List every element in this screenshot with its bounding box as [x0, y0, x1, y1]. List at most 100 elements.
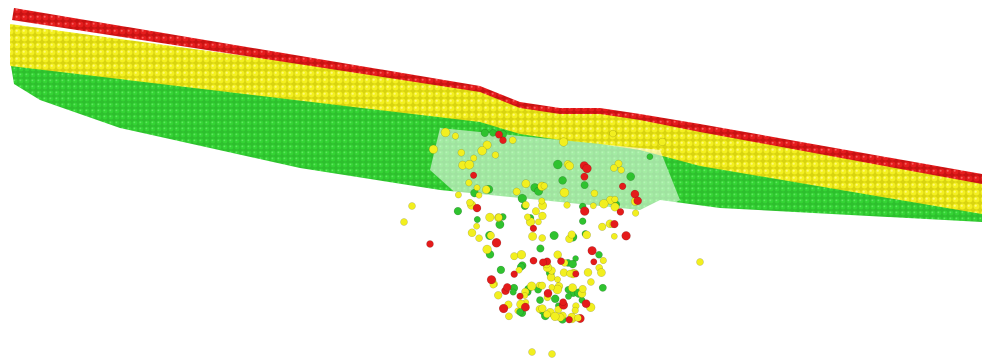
yellow-particle [482, 140, 492, 150]
red-particle [499, 136, 507, 145]
yellow-particle [451, 132, 459, 140]
yellow-particle [515, 266, 523, 274]
stray-particle [528, 348, 536, 356]
green-particle [536, 296, 544, 304]
yellow-particle [482, 185, 491, 194]
yellow-particle [521, 201, 530, 209]
red-particle [529, 224, 538, 233]
yellow-particle [559, 187, 570, 198]
yellow-particle [486, 231, 495, 240]
green-particle [598, 283, 607, 292]
red-particle [581, 299, 591, 309]
red-particle [580, 172, 589, 181]
yellow-particle [482, 244, 492, 255]
yellow-particle [524, 213, 531, 221]
red-particle [610, 219, 619, 229]
yellow-particle [550, 311, 560, 321]
red-particle [590, 258, 598, 266]
yellow-particle [610, 202, 620, 212]
stray-particle [696, 258, 704, 266]
red-particle [621, 231, 631, 241]
yellow-particle [475, 191, 483, 199]
red-particle [516, 292, 524, 300]
green-particle [626, 172, 636, 181]
green-particle [480, 128, 489, 138]
yellow-particle [658, 137, 667, 146]
red-particle [520, 302, 530, 312]
yellow-particle [538, 281, 547, 290]
yellow-particle [473, 184, 481, 192]
yellow-particle [457, 148, 466, 157]
yellow-particle [516, 250, 527, 260]
green-particle [517, 193, 527, 204]
yellow-particle [428, 144, 438, 154]
yellow-particle [526, 281, 537, 291]
green-particle [579, 217, 587, 225]
red-particle [472, 203, 482, 213]
yellow-particle [614, 159, 623, 168]
green-particle [568, 259, 577, 269]
yellow-particle [508, 136, 517, 144]
red-particle [510, 270, 518, 278]
green-particle [646, 153, 654, 161]
yellow-particle [567, 230, 576, 239]
yellow-particle [540, 182, 548, 190]
yellow-particle [494, 213, 503, 222]
yellow-particle [582, 230, 591, 240]
yellow-particle [598, 222, 607, 231]
red-particle [572, 270, 580, 278]
red-particle [491, 238, 502, 248]
green-particle [509, 288, 517, 296]
yellow-particle [597, 268, 606, 277]
yellow-particle [440, 127, 451, 138]
yellow-particle [475, 234, 483, 242]
red-particle [580, 206, 590, 216]
yellow-particle [473, 222, 480, 230]
yellow-particle [578, 284, 587, 293]
red-particle [539, 258, 547, 267]
yellow-particle [466, 198, 474, 207]
red-particle [559, 298, 567, 306]
green-particle [549, 230, 559, 241]
red-particle [498, 303, 509, 314]
yellow-particle [590, 189, 599, 198]
red-particle [470, 171, 478, 179]
yellow-particle [477, 146, 487, 156]
red-particle [633, 196, 642, 206]
stray-particle [574, 314, 582, 322]
yellow-layer-body [10, 24, 982, 214]
red-particle [557, 257, 565, 266]
green-particle [595, 251, 603, 259]
yellow-particle [521, 179, 531, 189]
yellow-particle [465, 179, 473, 187]
yellow-particle [538, 211, 547, 221]
green-particle [550, 294, 560, 304]
yellow-particle [538, 304, 547, 313]
red-particle [529, 256, 538, 265]
yellow-particle [617, 166, 625, 174]
yellow-particle [454, 191, 462, 199]
green-particle [553, 159, 563, 170]
green-particle [536, 244, 545, 253]
yellow-particle [571, 306, 579, 314]
red-particle [565, 316, 573, 324]
yellow-particle [554, 276, 561, 283]
red-particle [495, 130, 503, 139]
yellow-particle [611, 195, 619, 203]
red-particle [587, 246, 597, 256]
green-particle [565, 292, 572, 300]
yellow-particle [528, 231, 538, 241]
red-particle [582, 163, 592, 174]
red-particle [543, 289, 553, 298]
yellow-particle [632, 209, 640, 217]
yellow-particle [494, 291, 503, 300]
red-particle [486, 275, 496, 285]
stray-particle [408, 202, 416, 210]
yellow-particle [505, 312, 513, 321]
red-particle [618, 182, 627, 190]
yellow-particle [531, 207, 540, 216]
yellow-particle [599, 199, 609, 209]
yellow-particle [610, 232, 618, 240]
yellow-particle [470, 154, 478, 162]
